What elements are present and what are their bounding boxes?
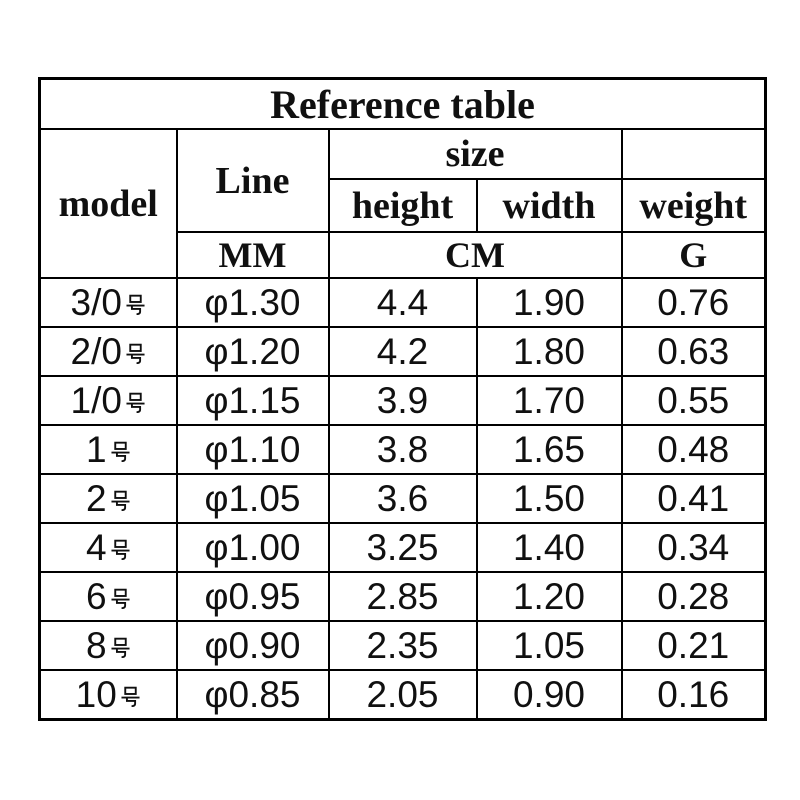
cell-line: φ1.20 bbox=[175, 326, 330, 377]
cell-weight: 0.34 bbox=[620, 522, 767, 573]
hao-suffix-glyph bbox=[126, 343, 145, 364]
cell-width: 1.05 bbox=[475, 620, 623, 671]
col-header-weight: weight bbox=[620, 178, 767, 233]
table-row: 2 φ1.05 3.6 1.50 0.41 bbox=[38, 473, 767, 524]
table-row: 6 φ0.95 2.85 1.20 0.28 bbox=[38, 571, 767, 622]
cell-model: 4 bbox=[38, 522, 178, 573]
cell-height: 4.2 bbox=[327, 326, 478, 377]
col-header-model: model bbox=[38, 128, 178, 279]
cell-height: 2.85 bbox=[327, 571, 478, 622]
unit-size-cm: CM bbox=[327, 231, 623, 279]
col-header-size: size bbox=[327, 128, 623, 180]
table-row: 10 φ0.85 2.05 0.90 0.16 bbox=[38, 669, 767, 721]
cell-height: 2.35 bbox=[327, 620, 478, 671]
cell-weight: 0.21 bbox=[620, 620, 767, 671]
cell-weight: 0.63 bbox=[620, 326, 767, 377]
cell-line: φ1.00 bbox=[175, 522, 330, 573]
hao-suffix-glyph bbox=[111, 637, 130, 658]
model-label: 3/0 bbox=[71, 282, 146, 324]
cell-height: 3.6 bbox=[327, 473, 478, 524]
cell-line: φ1.30 bbox=[175, 277, 330, 328]
cell-height: 3.9 bbox=[327, 375, 478, 426]
header-row-size: model Line size bbox=[38, 128, 767, 279]
header-row-subcolumns: height width weight bbox=[40, 178, 767, 233]
table-row: 3/0 φ1.30 4.4 1.90 0.76 bbox=[38, 277, 767, 328]
table-row: 8 φ0.90 2.35 1.05 0.21 bbox=[38, 620, 767, 671]
model-label: 1 bbox=[86, 429, 131, 471]
cell-model: 6 bbox=[38, 571, 178, 622]
cell-model: 1/0 bbox=[38, 375, 178, 426]
col-header-weight-spacer bbox=[620, 128, 767, 180]
cell-width: 0.90 bbox=[475, 669, 623, 721]
hao-suffix-glyph bbox=[111, 588, 130, 609]
cell-weight: 0.48 bbox=[620, 424, 767, 475]
hao-suffix-glyph bbox=[111, 539, 130, 560]
table-title: Reference table bbox=[38, 77, 767, 130]
cell-line: φ1.15 bbox=[175, 375, 330, 426]
hao-suffix-glyph bbox=[111, 490, 130, 511]
cell-line: φ0.95 bbox=[175, 571, 330, 622]
unit-line-mm: MM bbox=[175, 231, 330, 279]
cell-model: 3/0 bbox=[38, 277, 178, 328]
reference-table-container: Reference table model Line size height w… bbox=[38, 77, 767, 721]
cell-model: 8 bbox=[38, 620, 178, 671]
title-row: Reference table bbox=[38, 77, 767, 130]
model-label: 2 bbox=[86, 478, 131, 520]
cell-line: φ0.85 bbox=[175, 669, 330, 721]
cell-width: 1.20 bbox=[475, 571, 623, 622]
cell-line: φ0.90 bbox=[175, 620, 330, 671]
hao-suffix-glyph bbox=[126, 392, 145, 413]
model-label: 1/0 bbox=[71, 380, 146, 422]
cell-model: 2 bbox=[38, 473, 178, 524]
hao-suffix-glyph bbox=[121, 686, 140, 707]
cell-height: 3.8 bbox=[327, 424, 478, 475]
table-row: 4 φ1.00 3.25 1.40 0.34 bbox=[38, 522, 767, 573]
cell-width: 1.40 bbox=[475, 522, 623, 573]
cell-height: 3.25 bbox=[327, 522, 478, 573]
model-label: 10 bbox=[76, 674, 141, 716]
cell-width: 1.70 bbox=[475, 375, 623, 426]
table-body: 3/0 φ1.30 4.4 1.90 0.76 2/0 φ1.20 4.2 1.80 0.63 1/… bbox=[38, 277, 767, 721]
table-row: 2/0 φ1.20 4.2 1.80 0.63 bbox=[38, 326, 767, 377]
header-row-units: MM CM G bbox=[40, 231, 767, 279]
model-label: 6 bbox=[86, 576, 131, 618]
table-row: 1/0 φ1.15 3.9 1.70 0.55 bbox=[38, 375, 767, 426]
model-label: 2/0 bbox=[71, 331, 146, 373]
cell-line: φ1.10 bbox=[175, 424, 330, 475]
col-header-line: Line bbox=[175, 128, 330, 233]
cell-height: 4.4 bbox=[327, 277, 478, 328]
cell-model: 1 bbox=[38, 424, 178, 475]
model-label: 4 bbox=[86, 527, 131, 569]
cell-height: 2.05 bbox=[327, 669, 478, 721]
model-label: 8 bbox=[86, 625, 131, 667]
hao-suffix-glyph bbox=[111, 441, 130, 462]
cell-weight: 0.55 bbox=[620, 375, 767, 426]
hao-suffix-glyph bbox=[126, 294, 145, 315]
cell-model: 10 bbox=[38, 669, 178, 721]
cell-width: 1.50 bbox=[475, 473, 623, 524]
col-header-height: height bbox=[327, 178, 478, 233]
cell-line: φ1.05 bbox=[175, 473, 330, 524]
reference-table: Reference table model Line size height w… bbox=[38, 77, 767, 721]
cell-model: 2/0 bbox=[38, 326, 178, 377]
cell-width: 1.80 bbox=[475, 326, 623, 377]
cell-width: 1.65 bbox=[475, 424, 623, 475]
cell-weight: 0.16 bbox=[620, 669, 767, 721]
cell-width: 1.90 bbox=[475, 277, 623, 328]
cell-weight: 0.28 bbox=[620, 571, 767, 622]
cell-weight: 0.76 bbox=[620, 277, 767, 328]
cell-weight: 0.41 bbox=[620, 473, 767, 524]
unit-weight-g: G bbox=[620, 231, 767, 279]
col-header-width: width bbox=[475, 178, 623, 233]
table-row: 1 φ1.10 3.8 1.65 0.48 bbox=[38, 424, 767, 475]
